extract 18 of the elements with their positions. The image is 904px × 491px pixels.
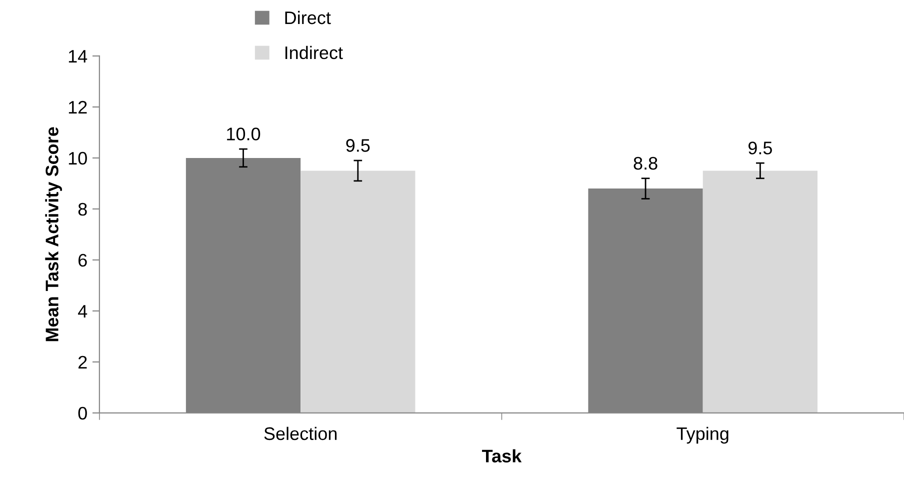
y-tick-label: 6 [78, 254, 87, 267]
data-label: 10.0 [227, 128, 260, 140]
data-label: 9.5 [748, 142, 772, 154]
legend-label: Indirect [285, 46, 343, 60]
y-tick-label: 2 [78, 356, 87, 368]
legend-label: Direct [285, 10, 331, 24]
y-tick-label: 0 [78, 406, 87, 420]
y-axis-title: Mean Task Activity Score [45, 127, 62, 342]
data-label: 8.8 [634, 156, 658, 170]
y-tick-label: 4 [78, 305, 88, 318]
y-tick-label: 10 [68, 152, 87, 165]
x-axis-title: Task [482, 449, 522, 462]
x-tick-label: Typing [676, 426, 728, 444]
y-tick-label: 14 [68, 50, 88, 63]
data-label: 9.5 [346, 139, 370, 152]
x-tick-label: Selection [264, 426, 337, 440]
y-tick-label: 12 [68, 100, 87, 114]
y-tick-label: 8 [78, 202, 87, 216]
